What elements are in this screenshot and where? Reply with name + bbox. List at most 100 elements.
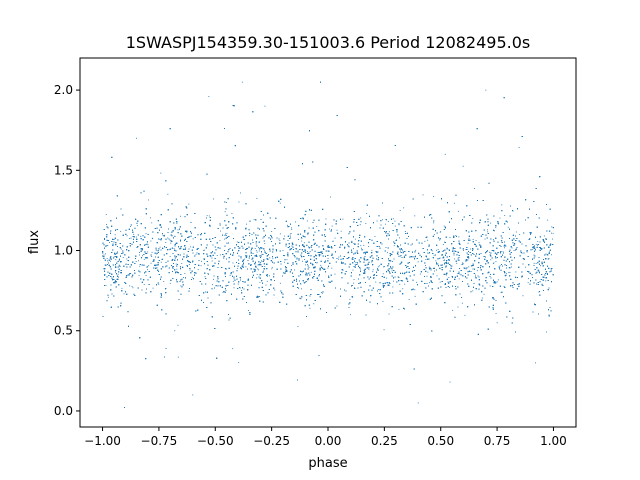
scatter-point xyxy=(233,278,235,280)
scatter-point xyxy=(342,218,344,220)
scatter-point xyxy=(458,236,460,238)
scatter-point xyxy=(197,269,199,270)
scatter-point xyxy=(478,244,480,246)
scatter-point xyxy=(388,313,390,315)
scatter-point xyxy=(284,255,286,257)
scatter-point xyxy=(400,255,402,257)
scatter-point xyxy=(295,248,297,249)
scatter-point xyxy=(163,281,165,282)
scatter-point xyxy=(354,243,356,245)
scatter-point xyxy=(207,274,209,275)
scatter-point xyxy=(383,329,385,331)
scatter-point xyxy=(442,244,444,245)
scatter-point xyxy=(360,245,362,247)
scatter-point xyxy=(130,273,132,274)
scatter-point xyxy=(210,255,212,256)
scatter-point xyxy=(527,282,529,284)
scatter-point xyxy=(220,230,221,232)
scatter-point xyxy=(422,194,424,196)
scatter-point xyxy=(126,235,128,237)
scatter-point xyxy=(434,270,435,272)
scatter-point xyxy=(484,238,486,240)
scatter-point xyxy=(430,268,432,270)
scatter-point xyxy=(354,263,356,265)
scatter-point xyxy=(107,296,109,298)
scatter-point xyxy=(156,253,158,255)
scatter-point xyxy=(497,279,499,281)
scatter-point xyxy=(354,287,355,289)
scatter-point xyxy=(365,223,367,224)
scatter-point xyxy=(481,297,483,299)
scatter-point xyxy=(115,259,117,261)
scatter-point xyxy=(372,271,374,273)
scatter-point xyxy=(259,282,261,283)
scatter-point xyxy=(150,217,151,219)
scatter-point xyxy=(478,242,480,244)
scatter-point xyxy=(212,284,213,286)
scatter-point xyxy=(164,234,165,236)
scatter-point xyxy=(238,201,240,203)
scatter-point xyxy=(439,239,441,241)
scatter-point xyxy=(304,282,306,283)
scatter-point xyxy=(537,244,539,246)
scatter-point xyxy=(135,236,137,238)
scatter-point xyxy=(181,263,183,264)
scatter-point xyxy=(256,251,258,253)
scatter-point xyxy=(446,247,448,249)
scatter-point xyxy=(162,235,164,236)
scatter-point xyxy=(352,269,354,271)
scatter-point xyxy=(449,381,451,383)
scatter-point xyxy=(286,259,288,261)
scatter-point xyxy=(210,256,212,258)
scatter-point xyxy=(551,232,552,234)
scatter-point xyxy=(120,248,122,250)
scatter-point xyxy=(294,269,295,271)
scatter-point xyxy=(464,314,466,316)
scatter-point xyxy=(439,257,441,259)
scatter-point xyxy=(189,261,191,263)
scatter-point xyxy=(271,266,273,268)
scatter-point xyxy=(376,220,378,222)
scatter-point xyxy=(518,147,520,148)
scatter-point xyxy=(148,199,149,201)
scatter-point xyxy=(216,255,218,256)
scatter-point xyxy=(243,238,245,240)
scatter-point xyxy=(264,243,266,244)
scatter-point xyxy=(453,202,455,204)
scatter-point xyxy=(118,264,120,266)
scatter-point xyxy=(239,287,241,289)
scatter-point xyxy=(383,266,384,268)
scatter-point xyxy=(122,257,124,258)
scatter-point xyxy=(490,259,492,261)
scatter-point xyxy=(106,245,108,247)
scatter-point xyxy=(147,251,149,253)
scatter-point xyxy=(180,285,182,287)
scatter-point xyxy=(229,274,231,276)
scatter-point xyxy=(140,235,142,237)
scatter-point xyxy=(470,265,472,267)
scatter-point xyxy=(305,264,306,266)
scatter-point xyxy=(177,356,179,358)
scatter-point xyxy=(475,274,476,276)
scatter-point xyxy=(306,220,308,222)
scatter-point xyxy=(344,248,346,249)
scatter-point xyxy=(107,245,109,246)
scatter-point xyxy=(439,281,441,283)
scatter-point xyxy=(308,267,310,268)
scatter-point xyxy=(336,305,338,307)
scatter-point xyxy=(375,281,377,283)
scatter-point xyxy=(533,254,535,256)
scatter-point xyxy=(445,273,447,275)
scatter-point xyxy=(521,252,523,254)
scatter-point xyxy=(495,261,497,263)
scatter-point xyxy=(472,290,474,292)
scatter-point xyxy=(385,223,386,225)
scatter-point xyxy=(145,275,147,276)
scatter-point xyxy=(415,249,417,251)
scatter-point xyxy=(356,252,358,253)
scatter-point xyxy=(151,251,153,253)
scatter-point xyxy=(475,240,477,241)
scatter-point xyxy=(354,238,356,240)
scatter-point xyxy=(433,234,435,236)
scatter-point xyxy=(264,250,265,252)
